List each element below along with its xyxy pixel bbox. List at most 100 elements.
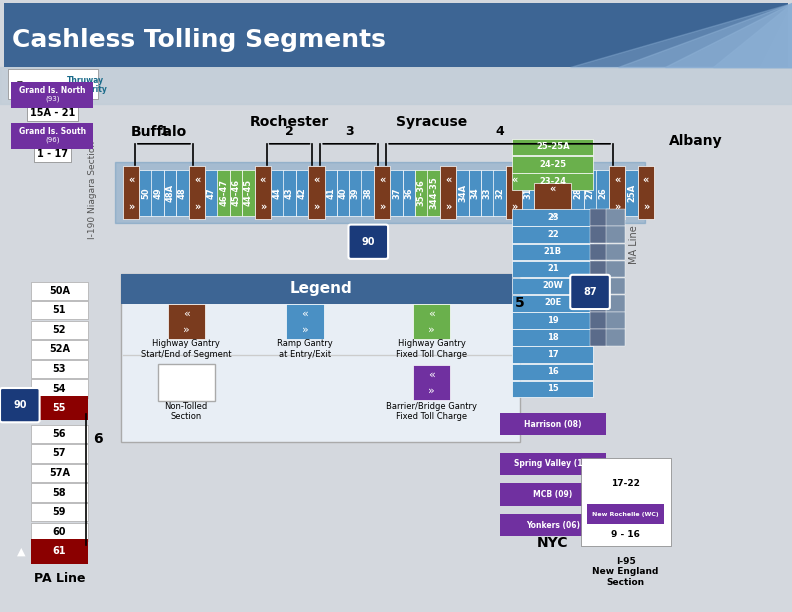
Text: 37: 37	[392, 187, 401, 198]
FancyBboxPatch shape	[31, 425, 88, 443]
Text: 46-47: 46-47	[219, 179, 228, 206]
Text: 41: 41	[326, 187, 335, 199]
FancyBboxPatch shape	[590, 261, 609, 277]
Text: «: «	[428, 308, 435, 318]
FancyBboxPatch shape	[428, 170, 440, 216]
Text: 34A: 34A	[458, 184, 467, 202]
FancyBboxPatch shape	[535, 170, 547, 216]
Text: 28: 28	[573, 187, 582, 198]
Text: (93): (93)	[45, 96, 59, 102]
FancyBboxPatch shape	[506, 166, 522, 220]
Text: «: «	[302, 308, 308, 318]
Text: »: »	[614, 201, 620, 211]
FancyBboxPatch shape	[31, 444, 88, 463]
Text: 31: 31	[524, 187, 533, 198]
Text: Harrison (08): Harrison (08)	[524, 420, 581, 428]
FancyBboxPatch shape	[8, 69, 98, 99]
FancyBboxPatch shape	[469, 170, 482, 216]
FancyBboxPatch shape	[31, 379, 88, 398]
Text: 48: 48	[178, 187, 187, 198]
FancyBboxPatch shape	[456, 170, 469, 216]
FancyBboxPatch shape	[500, 483, 606, 506]
FancyBboxPatch shape	[337, 170, 349, 216]
Polygon shape	[570, 3, 792, 67]
Text: «: «	[642, 174, 649, 184]
Text: PA Line: PA Line	[33, 572, 86, 586]
FancyBboxPatch shape	[168, 304, 204, 339]
Text: 26: 26	[598, 187, 607, 199]
FancyBboxPatch shape	[402, 170, 415, 216]
FancyBboxPatch shape	[546, 170, 559, 216]
FancyBboxPatch shape	[590, 295, 609, 312]
FancyBboxPatch shape	[349, 170, 362, 216]
Text: Grand Is. North: Grand Is. North	[19, 86, 86, 95]
FancyBboxPatch shape	[11, 82, 93, 108]
FancyBboxPatch shape	[512, 381, 593, 397]
FancyBboxPatch shape	[606, 295, 625, 312]
Text: »: »	[428, 324, 435, 334]
Text: 29: 29	[561, 187, 570, 198]
Text: »: »	[194, 201, 200, 211]
FancyBboxPatch shape	[413, 304, 450, 339]
FancyBboxPatch shape	[271, 170, 284, 216]
Text: ▲: ▲	[17, 403, 25, 413]
FancyBboxPatch shape	[606, 278, 625, 294]
Text: 61: 61	[52, 547, 67, 556]
FancyBboxPatch shape	[325, 170, 337, 216]
Text: 47: 47	[207, 187, 215, 198]
Text: 55: 55	[52, 403, 67, 413]
Text: 40: 40	[339, 187, 348, 198]
Text: »: »	[313, 201, 319, 211]
Text: 39: 39	[351, 187, 360, 198]
FancyBboxPatch shape	[522, 170, 535, 216]
Polygon shape	[618, 3, 792, 67]
FancyBboxPatch shape	[164, 170, 177, 216]
Text: Ramp Gantry
at Entry/Exit: Ramp Gantry at Entry/Exit	[277, 339, 333, 359]
Text: 44: 44	[272, 187, 282, 199]
Text: 22: 22	[547, 230, 558, 239]
FancyBboxPatch shape	[590, 226, 609, 243]
Text: 24-25: 24-25	[539, 160, 566, 168]
Polygon shape	[760, 3, 792, 67]
Text: Legend: Legend	[289, 282, 352, 296]
Text: 32: 32	[495, 187, 504, 198]
FancyBboxPatch shape	[31, 282, 88, 300]
Text: Highway Gantry
Start/End of Segment: Highway Gantry Start/End of Segment	[141, 339, 231, 359]
FancyBboxPatch shape	[4, 3, 788, 67]
Text: 59: 59	[52, 507, 67, 517]
FancyBboxPatch shape	[590, 278, 609, 294]
FancyBboxPatch shape	[413, 365, 450, 400]
FancyBboxPatch shape	[31, 483, 88, 502]
Text: 17: 17	[547, 350, 558, 359]
Text: Grand Is. South: Grand Is. South	[19, 127, 86, 136]
FancyBboxPatch shape	[606, 209, 625, 226]
Text: 87: 87	[583, 287, 597, 297]
Text: «: «	[260, 174, 266, 184]
Text: ▲: ▲	[17, 547, 25, 556]
Text: 3: 3	[345, 125, 353, 138]
FancyBboxPatch shape	[609, 166, 625, 220]
Text: «: «	[445, 174, 451, 184]
FancyBboxPatch shape	[493, 170, 506, 216]
Text: MA Line: MA Line	[629, 225, 638, 264]
FancyBboxPatch shape	[308, 166, 325, 220]
Text: NEW YORK: NEW YORK	[15, 82, 48, 87]
Text: 51: 51	[52, 305, 67, 315]
FancyBboxPatch shape	[596, 170, 609, 216]
Text: «: «	[428, 370, 435, 379]
Text: »: »	[511, 201, 517, 211]
FancyBboxPatch shape	[390, 170, 403, 216]
Text: 25-25A: 25-25A	[536, 143, 569, 151]
FancyBboxPatch shape	[217, 170, 230, 216]
Text: 30: 30	[536, 187, 545, 198]
Text: »: »	[445, 201, 451, 211]
Text: »: »	[183, 324, 189, 334]
FancyBboxPatch shape	[512, 364, 593, 380]
FancyBboxPatch shape	[590, 329, 609, 346]
Text: 16: 16	[547, 367, 558, 376]
Text: Spring Valley (14): Spring Valley (14)	[514, 460, 592, 468]
Text: «: «	[194, 174, 200, 184]
Text: 21: 21	[547, 264, 558, 273]
Text: 50A: 50A	[49, 286, 70, 296]
FancyBboxPatch shape	[361, 170, 374, 216]
